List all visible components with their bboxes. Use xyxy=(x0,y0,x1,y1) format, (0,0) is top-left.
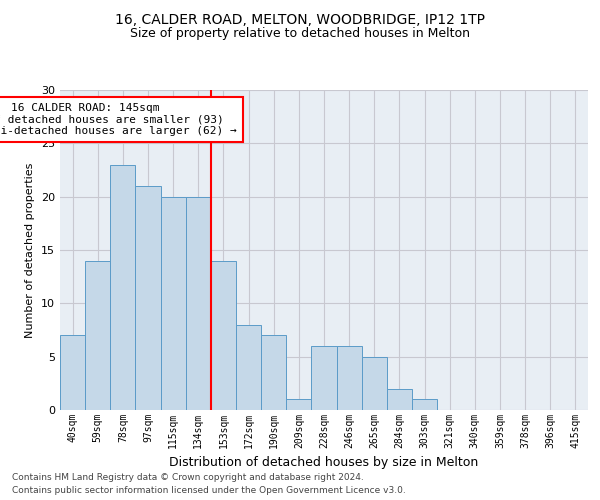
Bar xyxy=(412,400,437,410)
Bar xyxy=(261,336,286,410)
Bar xyxy=(136,186,161,410)
Bar xyxy=(186,196,211,410)
Text: Size of property relative to detached houses in Melton: Size of property relative to detached ho… xyxy=(130,28,470,40)
Bar xyxy=(311,346,337,410)
Bar xyxy=(110,164,136,410)
Text: 16, CALDER ROAD, MELTON, WOODBRIDGE, IP12 1TP: 16, CALDER ROAD, MELTON, WOODBRIDGE, IP1… xyxy=(115,12,485,26)
Bar xyxy=(286,400,311,410)
X-axis label: Distribution of detached houses by size in Melton: Distribution of detached houses by size … xyxy=(169,456,479,469)
Bar xyxy=(387,388,412,410)
Text: Contains HM Land Registry data © Crown copyright and database right 2024.: Contains HM Land Registry data © Crown c… xyxy=(12,474,364,482)
Bar xyxy=(85,260,110,410)
Text: Contains public sector information licensed under the Open Government Licence v3: Contains public sector information licen… xyxy=(12,486,406,495)
Y-axis label: Number of detached properties: Number of detached properties xyxy=(25,162,35,338)
Bar xyxy=(211,260,236,410)
Bar xyxy=(60,336,85,410)
Bar xyxy=(337,346,362,410)
Bar xyxy=(362,356,387,410)
Text: 16 CALDER ROAD: 145sqm
← 60% of detached houses are smaller (93)
40% of semi-det: 16 CALDER ROAD: 145sqm ← 60% of detached… xyxy=(0,103,237,136)
Bar xyxy=(161,196,186,410)
Bar xyxy=(236,324,261,410)
